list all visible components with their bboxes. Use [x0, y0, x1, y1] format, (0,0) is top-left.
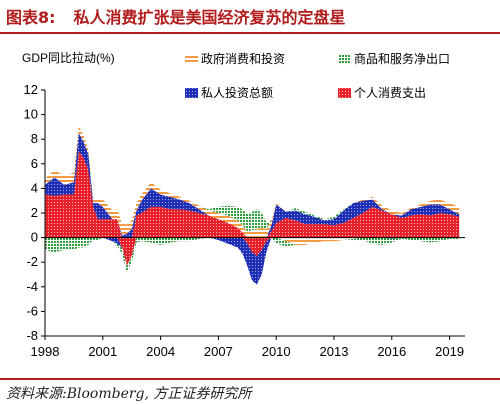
legend-item-government: 政府消费和投资 — [185, 51, 285, 66]
y-tick-label: 0 — [31, 230, 38, 245]
y-tick-label: 4 — [31, 180, 38, 195]
legend-item-net-exports: 商品和服务净出口 — [338, 51, 450, 66]
legend-item-consumption: 个人消费支出 — [338, 86, 426, 100]
title-bar: 图表8: 私人消费扩张是美国经济复苏的定盘星 — [0, 0, 500, 34]
y-tick-label: 10 — [24, 107, 38, 122]
x-tick-label: 1998 — [31, 344, 60, 359]
y-tick-label: 6 — [31, 156, 38, 171]
x-axis: 1998 2001 2004 2007 2010 2013 2016 2019 — [31, 335, 465, 359]
x-tick-label: 2019 — [435, 344, 464, 359]
x-tick-label: 2013 — [320, 344, 349, 359]
figure-number: 图表8: — [6, 8, 56, 27]
y-axis: -8 -6 -4 -2 0 2 4 6 8 10 12 — [24, 82, 46, 343]
legend-label-net-exports: 商品和服务净出口 — [354, 51, 450, 66]
legend-label-investment: 私人投资总额 — [201, 85, 273, 100]
x-tick-label: 2004 — [146, 344, 175, 359]
y-tick-label: -4 — [26, 279, 38, 294]
y-axis-label: GDP同比拉动(%) — [22, 50, 115, 65]
y-tick-label: 2 — [31, 205, 38, 220]
plot-area — [45, 125, 465, 285]
x-tick-label: 2007 — [204, 344, 233, 359]
source-footer: 资料来源:Bloomberg, 方正证券研究所 — [0, 378, 500, 405]
source-note: 资料来源:Bloomberg, 方正证券研究所 — [6, 385, 252, 402]
legend-label-consumption: 个人消费支出 — [354, 86, 426, 100]
legend-item-investment: 私人投资总额 — [185, 85, 273, 100]
legend-label-government: 政府消费和投资 — [201, 51, 285, 66]
y-tick-label: 8 — [31, 131, 38, 146]
series-area-investment — [45, 133, 460, 285]
x-tick-label: 2016 — [377, 344, 406, 359]
y-tick-label: -8 — [26, 328, 38, 343]
chart-area: GDP同比拉动(%) 政府消费和投资 商品和服务净出口 私人投资总额 个人消费支… — [0, 40, 500, 370]
y-tick-label: -6 — [26, 303, 38, 318]
y-tick-label: -2 — [26, 254, 38, 269]
x-tick-label: 2010 — [262, 344, 291, 359]
gdp-contribution-chart: GDP同比拉动(%) 政府消费和投资 商品和服务净出口 私人投资总额 个人消费支… — [22, 50, 465, 359]
legend: 政府消费和投资 商品和服务净出口 私人投资总额 个人消费支出 — [185, 51, 450, 100]
x-tick-label: 2001 — [88, 344, 117, 359]
chart-title: 私人消费扩张是美国经济复苏的定盘星 — [73, 8, 346, 27]
y-tick-label: 12 — [24, 82, 38, 97]
